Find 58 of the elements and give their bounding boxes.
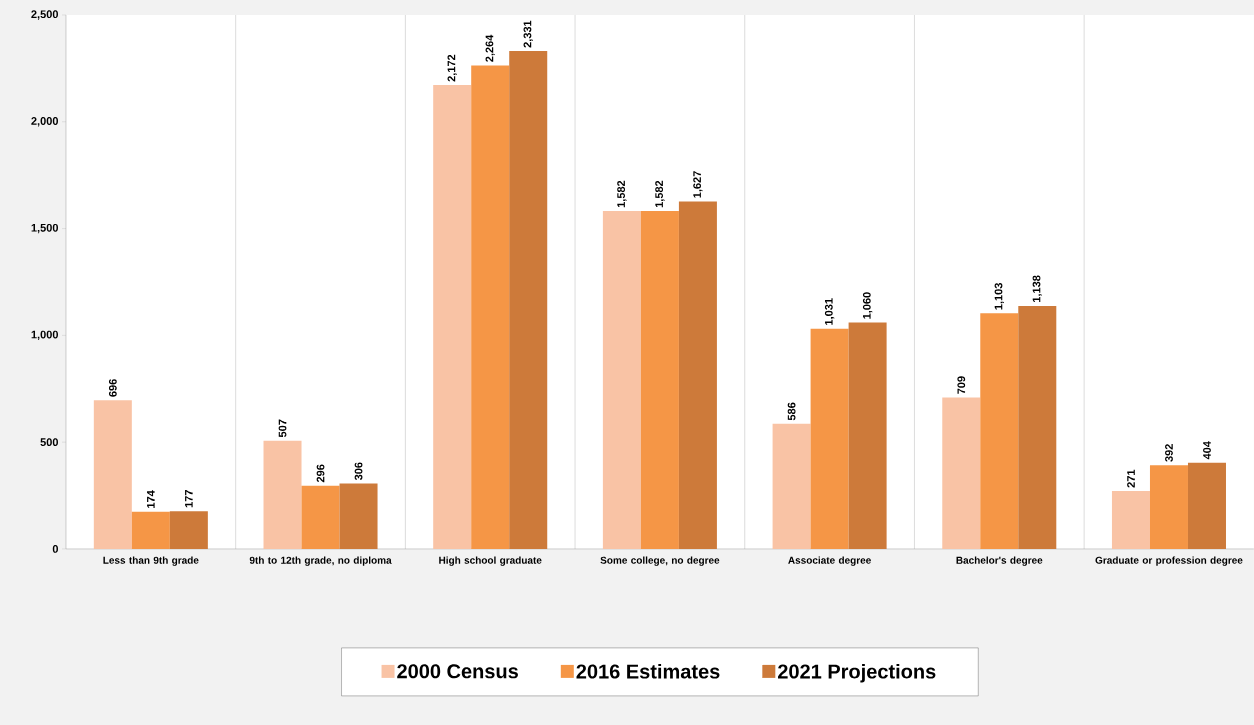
data-label: 2,331: [523, 20, 533, 48]
y-tick-label: 500: [40, 438, 58, 447]
bar: [301, 485, 340, 549]
legend-label: 2021 Projections: [778, 663, 936, 683]
x-tick-label: Associate degree: [788, 556, 871, 566]
data-label: 709: [957, 376, 966, 394]
data-label: 306: [354, 462, 363, 481]
y-tick-label: 2,000: [31, 117, 58, 127]
bar: [1111, 491, 1150, 549]
bar: [678, 201, 717, 549]
data-label: 1,060: [862, 292, 873, 319]
bar: [810, 328, 849, 549]
bar: [1018, 305, 1057, 549]
data-label: 177: [185, 490, 193, 508]
y-tick-label: 0: [52, 545, 59, 553]
bar: [509, 51, 548, 549]
bar: [848, 322, 887, 549]
bar: [980, 313, 1019, 549]
bar: [93, 400, 132, 549]
y-tick-label: 1,500: [31, 223, 58, 234]
bar: [263, 440, 302, 549]
data-label: 696: [108, 379, 117, 397]
data-label: 1,627: [693, 171, 703, 198]
x-tick-label: Less than 9th grade: [103, 556, 199, 566]
data-label: 404: [1203, 441, 1211, 460]
legend-label: 2000 Census: [397, 664, 518, 679]
data-label: 174: [147, 490, 155, 508]
data-label: 1,582: [655, 180, 665, 208]
bar: [471, 65, 510, 549]
data-label: 2,264: [485, 34, 495, 62]
data-label: 2,172: [447, 54, 457, 82]
x-tick-label: High school graduate: [439, 556, 542, 566]
x-tick-label: Graduate or profession degree: [1095, 556, 1243, 566]
data-label: 1,031: [824, 298, 835, 325]
bar: [772, 423, 811, 549]
bar: [602, 211, 641, 549]
bar: [942, 397, 981, 549]
bar: [1187, 462, 1226, 549]
bar: [433, 85, 472, 549]
bar: [169, 511, 208, 549]
data-label: 1,138: [1032, 275, 1042, 303]
bar: [640, 211, 679, 549]
data-label: 586: [787, 402, 796, 421]
bar: [131, 511, 170, 549]
data-label: 271: [1127, 469, 1135, 488]
data-label: 392: [1165, 444, 1173, 462]
data-label: 1,103: [994, 283, 1004, 310]
x-tick-label: Some college, no degree: [600, 556, 720, 566]
x-tick-label: Bachelor's degree: [956, 556, 1043, 566]
y-tick-label: 1,000: [31, 330, 58, 341]
bar: [1149, 465, 1188, 549]
bar: [339, 483, 378, 549]
data-label: 296: [316, 464, 325, 483]
x-tick-label: 9th to 12th grade, no diploma: [249, 556, 392, 566]
legend-label: 2016 Estimates: [576, 663, 720, 679]
y-tick-label: 2,500: [31, 10, 58, 20]
data-label: 507: [278, 419, 287, 438]
data-label: 1,582: [617, 180, 627, 208]
